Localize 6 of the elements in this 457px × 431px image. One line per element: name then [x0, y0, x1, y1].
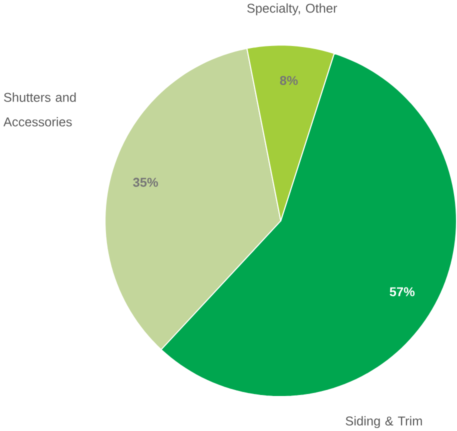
- data-label: 8%: [280, 76, 298, 85]
- slice-label: Siding & Trim: [346, 416, 422, 428]
- data-label: 57%: [390, 287, 415, 296]
- data-label: 35%: [133, 178, 158, 187]
- slice-label: Specialty, Other: [247, 3, 338, 16]
- slice-label: Shutters and Accessories: [3, 92, 76, 126]
